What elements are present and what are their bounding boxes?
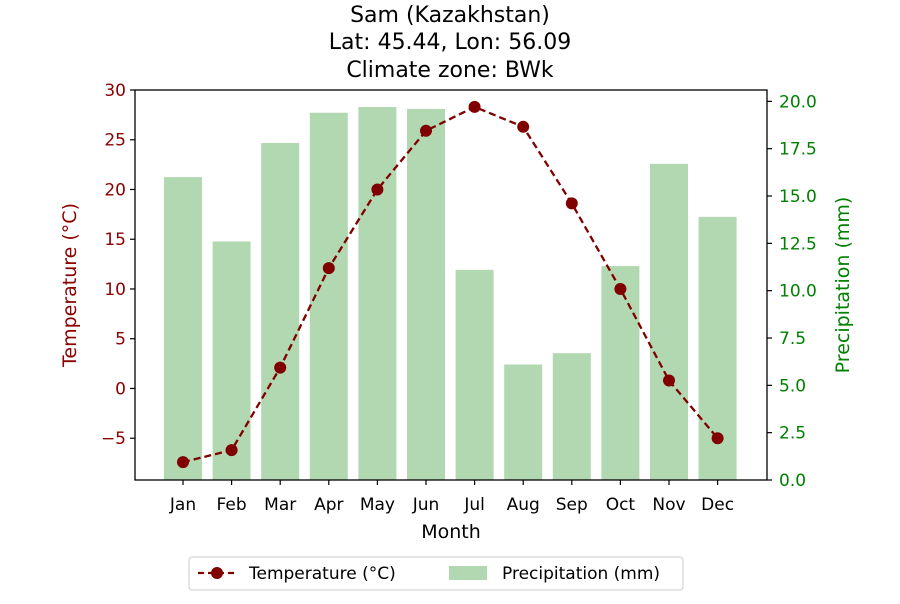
chart-title-line-2: Lat: 45.44, Lon: 56.09 [329, 30, 571, 55]
precipitation-bar [455, 269, 494, 480]
temperature-point [371, 183, 384, 196]
right-y-tick-label: 0.0 [779, 471, 806, 491]
x-tick-label: Jul [463, 495, 485, 515]
x-tick-label: Jan [169, 495, 196, 515]
right-y-tick-label: 7.5 [779, 329, 806, 349]
x-tick-label: Nov [652, 495, 685, 515]
left-y-axis: −5 0 5 10 15 20 25 30 [101, 81, 135, 449]
x-tick-label: Oct [606, 495, 636, 515]
x-tick-label: Jun [412, 495, 440, 515]
x-tick-label: Mar [264, 495, 296, 515]
precipitation-bar [358, 107, 397, 480]
temperature-line-path [182, 105, 719, 464]
left-y-tick-label: 15 [104, 230, 126, 250]
legend: Temperature (°C) Precipitation (mm) [188, 556, 684, 591]
x-tick-label: May [360, 495, 395, 515]
left-y-tick-label: 20 [104, 180, 126, 200]
temperature-point [274, 361, 287, 374]
precipitation-bar [261, 143, 300, 480]
precipitation-bar [504, 364, 543, 480]
plot-frame [134, 89, 768, 481]
temperature-point [614, 282, 627, 295]
temperature-point [565, 197, 578, 210]
x-tick-label: Sep [556, 495, 588, 515]
chart-title-line-1: Sam (Kazakhstan) [350, 3, 550, 28]
temperature-point [177, 456, 189, 469]
x-tick-label: Feb [217, 495, 247, 515]
right-y-axis: 0.0 2.5 5.0 7.5 10.0 12.5 15.0 17.5 20.0 [767, 92, 817, 491]
temperature-point [420, 124, 432, 137]
legend-bar-swatch [449, 566, 487, 580]
temperature-point [468, 100, 481, 113]
precipitation-bar [650, 163, 688, 480]
precipitation-bars [164, 107, 737, 481]
precipitation-bar [601, 266, 640, 480]
right-y-tick-label: 17.5 [779, 140, 817, 160]
temperature-point [517, 120, 530, 133]
right-y-tick-label: 5.0 [779, 376, 806, 396]
temperature-point [322, 262, 335, 275]
x-tick-label: Aug [507, 495, 540, 515]
right-y-tick-label: 10.0 [779, 282, 817, 302]
right-y-axis-label: Precipitation (mm) [832, 197, 854, 374]
legend-label-temperature: Temperature (°C) [248, 564, 396, 584]
left-y-tick-label: 10 [104, 280, 126, 300]
right-y-tick-label: 20.0 [779, 92, 817, 112]
left-y-tick-label: 0 [115, 379, 126, 399]
temperature-point [711, 432, 724, 445]
legend-label-precipitation: Precipitation (mm) [502, 564, 660, 584]
right-y-tick-label: 15.0 [779, 187, 817, 207]
chart-title: Sam (Kazakhstan) Lat: 45.44, Lon: 56.09 … [329, 3, 571, 83]
right-y-tick-label: 12.5 [779, 234, 817, 254]
precipitation-bar [407, 108, 445, 481]
left-y-tick-label: −5 [101, 429, 126, 449]
x-axis-label: Month [421, 521, 481, 543]
x-tick-label: Dec [701, 495, 734, 515]
right-y-tick-label: 2.5 [779, 424, 806, 444]
x-tick-label: Apr [314, 495, 343, 515]
left-y-tick-label: 5 [115, 330, 126, 350]
temperature-point [225, 444, 238, 457]
left-y-axis-label: Temperature (°C) [59, 203, 81, 368]
precipitation-bar [552, 353, 591, 480]
precipitation-bar [164, 177, 202, 480]
temperature-line [177, 100, 724, 469]
precipitation-bar [212, 241, 251, 480]
left-y-tick-label: 30 [104, 81, 126, 101]
legend-frame [188, 556, 684, 591]
chart-title-line-3: Climate zone: BWk [346, 58, 554, 83]
x-axis: Jan Feb Mar Apr May Jun Jul Aug Sep Oct Nov Dec [169, 480, 734, 515]
left-y-tick-label: 25 [104, 131, 126, 151]
temperature-point [663, 374, 675, 387]
legend-marker-swatch [211, 567, 223, 579]
